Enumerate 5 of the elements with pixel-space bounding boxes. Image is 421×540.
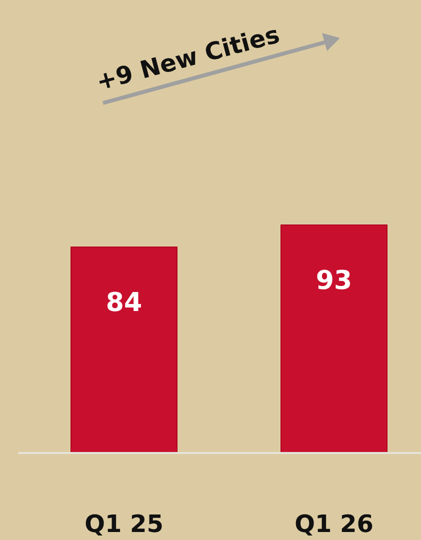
text: +9 New Cities xyxy=(93,20,282,96)
data-label: 93 xyxy=(316,266,352,296)
x-tick-label: Q1 26 xyxy=(294,510,374,538)
data-label: 84 xyxy=(106,288,142,318)
x-tick-label: Q1 25 xyxy=(84,510,164,538)
